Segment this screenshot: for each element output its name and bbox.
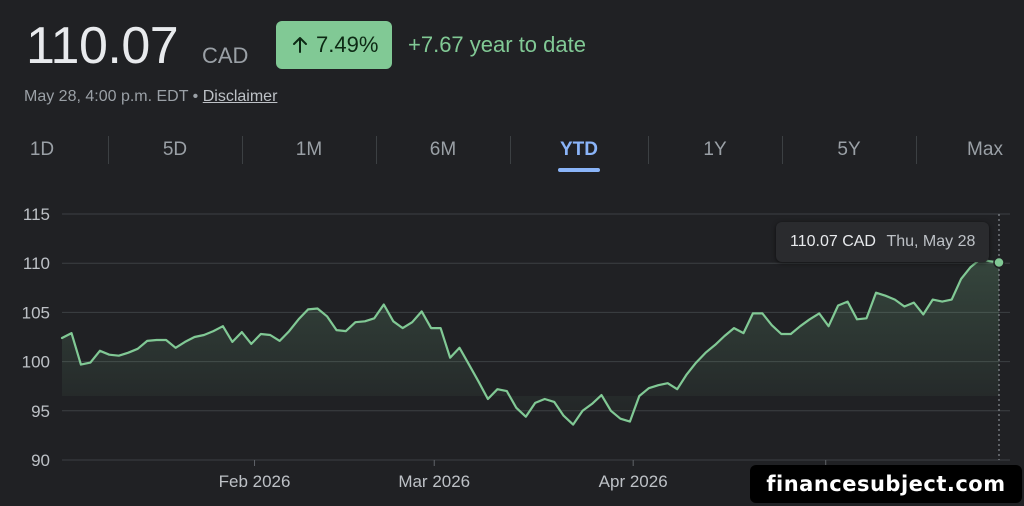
tab-separator [376,136,377,164]
tab-label: 1Y [703,139,727,160]
tab-separator [242,136,243,164]
active-tab-indicator [558,168,600,172]
tab-label: 1M [295,139,323,160]
series-line [60,258,1001,426]
y-tick-label: 115 [23,205,50,224]
tab-separator [510,136,511,164]
tab-separator [916,136,917,164]
x-tick-label: Apr 2026 [599,472,668,491]
quote-header: 110.07 CAD 7.49% +7.67 year to date [26,16,1006,76]
tab-label: 5D [162,139,188,160]
current-price: 110.07 [26,17,179,75]
tooltip-price: 110.07 CAD [790,233,876,250]
tab-5d[interactable]: 5D [163,130,187,170]
x-tick-label: Feb 2026 [219,472,291,491]
change-percent: 7.49% [316,32,379,57]
disclaimer-link[interactable]: Disclaimer [202,88,278,105]
tab-5y[interactable]: 5Y [837,130,860,170]
last-point [993,256,1005,269]
separator: • [192,88,199,105]
tab-label: 6M [429,139,457,160]
tab-label: Max [967,139,1003,160]
y-tick-label: 95 [31,402,50,421]
tab-separator [108,136,109,164]
tab-6m[interactable]: 6M [430,130,456,170]
range-tabs: 1D 5D 1M 6M YTD 1Y 5Y Max [0,130,1024,174]
chart-tooltip: 110.07 CAD Thu, May 28 [776,222,990,262]
y-tick-label: 100 [22,353,50,372]
tab-ytd[interactable]: YTD [558,130,600,172]
y-tick-label: 90 [31,451,50,470]
tab-label: 5Y [837,139,861,160]
watermark-logo: financesubject.com [750,465,1022,503]
tab-max[interactable]: Max [967,130,1003,170]
series-area [62,259,999,425]
tab-1d[interactable]: 1D [30,130,54,170]
tab-1y[interactable]: 1Y [703,130,726,170]
tab-separator [648,136,649,164]
arrow-up-icon [290,35,310,55]
y-tick-label: 105 [22,303,50,322]
tab-label: YTD [560,139,598,160]
tab-1m[interactable]: 1M [296,130,322,170]
x-tick-label: Mar 2026 [398,472,470,491]
tab-separator [782,136,783,164]
tooltip-date: Thu, May 28 [886,233,976,250]
timestamp: May 28, 4:00 p.m. EDT [24,88,189,105]
price-chart: 90 95 100 105 110 115 Feb 2026 Mar 2026 Apr 2026… [22,205,1010,491]
y-tick-label: 110 [23,254,50,273]
change-absolute: +7.67 year to date [408,32,586,57]
tab-label: 1D [29,139,55,160]
timestamp-line: May 28, 4:00 p.m. EDT • Disclaimer [24,88,277,106]
change-percent-badge: 7.49% [276,21,393,69]
currency-label: CAD [202,43,249,68]
